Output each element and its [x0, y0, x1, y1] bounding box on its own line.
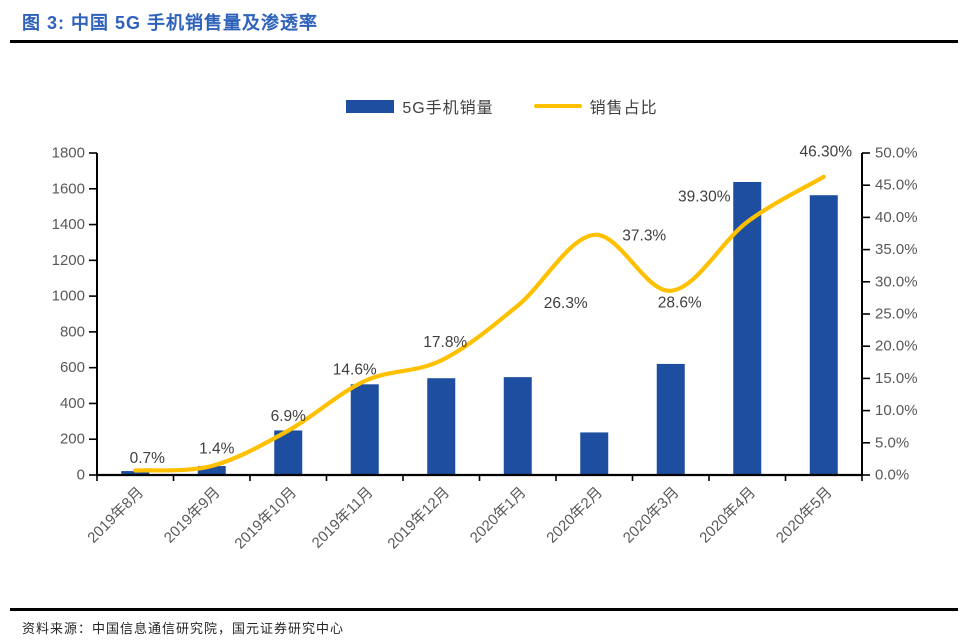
left-axis-tick-label: 1600 [52, 180, 85, 197]
left-axis-tick-label: 1200 [52, 252, 85, 269]
sales-bar [580, 432, 609, 475]
sales-bar [733, 181, 762, 476]
left-axis-tick-label: 800 [60, 323, 85, 340]
x-axis-category-label: 2020年4月 [696, 484, 759, 547]
x-axis-category-label: 2019年8月 [84, 484, 147, 547]
legend-line-label: 销售占比 [589, 100, 658, 117]
left-axis-tick-label: 0 [77, 467, 85, 484]
source-note: 资料来源：中国信息通信研究院，国元证券研究中心 [22, 621, 345, 636]
left-axis-tick-label: 600 [60, 359, 85, 376]
penetration-point-label: 37.3% [622, 227, 666, 244]
penetration-point-label: 17.8% [423, 334, 467, 351]
penetration-point-label: 26.3% [544, 295, 588, 312]
legend-bar-swatch-icon [346, 99, 395, 113]
sales-bar [427, 378, 456, 475]
x-axis-category-label: 2020年3月 [620, 484, 683, 547]
right-axis-tick-label: 30.0% [875, 273, 918, 290]
left-axis-tick-label: 1800 [52, 145, 85, 162]
right-axis-tick-label: 40.0% [875, 209, 918, 226]
penetration-point-label: 14.6% [333, 361, 377, 378]
left-axis-tick-label: 1400 [52, 216, 85, 233]
right-axis-tick-label: 5.0% [875, 434, 909, 451]
left-axis-tick-label: 400 [60, 395, 85, 412]
x-axis-category-label: 2020年5月 [773, 484, 836, 547]
x-axis-category-label: 2019年9月 [161, 484, 224, 547]
x-axis-category-label: 2020年1月 [467, 484, 530, 547]
sales-bar [197, 466, 226, 475]
x-axis-category-label: 2019年10月 [231, 484, 300, 553]
penetration-point-label: 28.6% [658, 294, 702, 311]
sales-bar [503, 377, 532, 475]
x-axis-category-label: 2020年2月 [543, 484, 606, 547]
right-axis-tick-label: 0.0% [875, 467, 909, 484]
legend-bar-label: 5G手机销量 [402, 100, 494, 117]
sales-bar [656, 363, 685, 475]
right-axis-tick-label: 25.0% [875, 306, 918, 323]
x-axis-category-label: 2019年12月 [384, 484, 453, 553]
right-axis-tick-label: 45.0% [875, 177, 918, 194]
penetration-point-label: 6.9% [271, 408, 307, 425]
left-axis-tick-label: 200 [60, 431, 85, 448]
sales-bar [809, 195, 838, 475]
right-axis-tick-label: 15.0% [875, 370, 918, 387]
penetration-point-label: 39.30% [678, 188, 731, 205]
right-axis-tick-label: 10.0% [875, 402, 918, 419]
right-axis-tick-label: 20.0% [875, 338, 918, 355]
title-divider [10, 40, 958, 43]
penetration-point-label: 0.7% [130, 450, 166, 467]
figure-title: 图 3: 中国 5G 手机销售量及渗透率 [22, 13, 319, 33]
sales-bar [350, 384, 379, 475]
right-axis-tick-label: 35.0% [875, 241, 918, 258]
footer-divider [10, 608, 958, 611]
penetration-line [133, 174, 826, 473]
chart-legend: 5G手机销量 销售占比 [0, 94, 970, 118]
left-axis-tick-label: 1000 [52, 288, 85, 305]
x-axis-category-label: 2019年11月 [309, 484, 377, 552]
legend-line-swatch-icon [533, 104, 582, 108]
right-axis-tick-label: 50.0% [875, 145, 918, 162]
penetration-point-label: 46.30% [799, 143, 852, 160]
penetration-point-label: 1.4% [199, 440, 235, 457]
sales-bar [121, 471, 150, 475]
